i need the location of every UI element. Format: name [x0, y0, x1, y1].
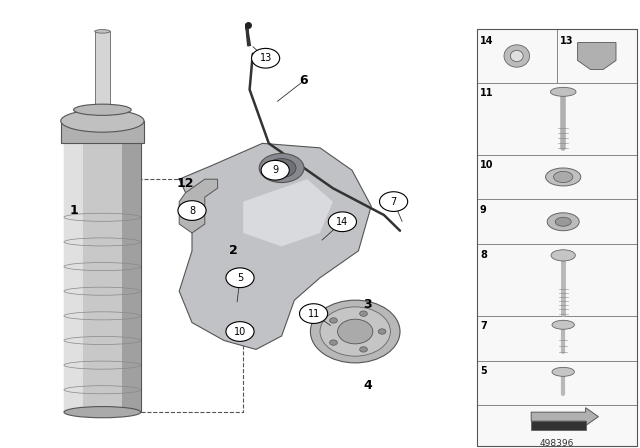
Bar	[477, 316, 637, 361]
Bar	[557, 29, 637, 83]
Ellipse shape	[551, 250, 575, 261]
Ellipse shape	[378, 329, 386, 334]
Polygon shape	[64, 134, 141, 412]
Ellipse shape	[550, 87, 576, 96]
Polygon shape	[64, 134, 83, 412]
Ellipse shape	[74, 104, 131, 116]
Ellipse shape	[504, 45, 529, 67]
Ellipse shape	[556, 217, 572, 226]
Text: 4: 4	[364, 379, 372, 392]
Text: 7: 7	[480, 321, 487, 331]
Text: 10: 10	[234, 327, 246, 336]
Ellipse shape	[330, 318, 337, 323]
Ellipse shape	[552, 320, 575, 329]
Ellipse shape	[310, 300, 400, 363]
Polygon shape	[578, 43, 616, 69]
Bar	[477, 244, 637, 316]
Ellipse shape	[320, 307, 390, 356]
Ellipse shape	[268, 159, 296, 177]
Ellipse shape	[360, 311, 367, 316]
Text: 498396: 498396	[540, 439, 574, 448]
Bar	[477, 361, 637, 405]
Ellipse shape	[338, 319, 373, 344]
Ellipse shape	[511, 51, 523, 62]
Circle shape	[300, 304, 328, 323]
Ellipse shape	[61, 110, 144, 132]
Text: 7: 7	[390, 197, 397, 207]
Polygon shape	[179, 143, 371, 349]
Bar	[477, 83, 637, 155]
Polygon shape	[179, 179, 218, 233]
Bar	[477, 155, 637, 199]
Text: 14: 14	[480, 36, 493, 46]
Text: 13: 13	[259, 53, 272, 63]
Text: 6: 6	[300, 74, 308, 87]
Ellipse shape	[552, 367, 575, 376]
Circle shape	[380, 192, 408, 211]
Ellipse shape	[259, 153, 304, 183]
Text: 8: 8	[480, 250, 487, 259]
Text: 1: 1	[69, 204, 78, 217]
Ellipse shape	[330, 340, 337, 345]
Ellipse shape	[360, 347, 367, 352]
Bar	[477, 405, 637, 446]
Polygon shape	[122, 134, 141, 412]
Circle shape	[252, 48, 280, 68]
Ellipse shape	[64, 407, 141, 418]
Ellipse shape	[545, 168, 581, 186]
Circle shape	[261, 160, 289, 180]
Text: 9: 9	[480, 205, 487, 215]
Text: 5: 5	[480, 366, 487, 376]
Circle shape	[178, 201, 206, 220]
Text: 9: 9	[272, 165, 278, 175]
Polygon shape	[531, 408, 598, 426]
Text: 10: 10	[480, 160, 493, 170]
Text: 13: 13	[560, 36, 573, 46]
Text: 14: 14	[336, 217, 349, 227]
Polygon shape	[243, 179, 333, 246]
Text: 3: 3	[364, 298, 372, 311]
Text: 11: 11	[307, 309, 320, 319]
Text: 12: 12	[177, 177, 195, 190]
Polygon shape	[61, 121, 144, 143]
Text: 11: 11	[480, 88, 493, 98]
Text: 5: 5	[237, 273, 243, 283]
Ellipse shape	[554, 172, 573, 183]
Text: 8: 8	[189, 206, 195, 215]
Polygon shape	[531, 421, 586, 430]
Bar	[477, 199, 637, 244]
Circle shape	[328, 212, 356, 232]
Ellipse shape	[95, 30, 110, 33]
Circle shape	[226, 268, 254, 288]
Bar	[477, 29, 637, 446]
Text: 2: 2	[229, 244, 238, 258]
Polygon shape	[95, 31, 110, 112]
Circle shape	[226, 322, 254, 341]
Ellipse shape	[547, 213, 579, 231]
Bar	[477, 29, 557, 83]
